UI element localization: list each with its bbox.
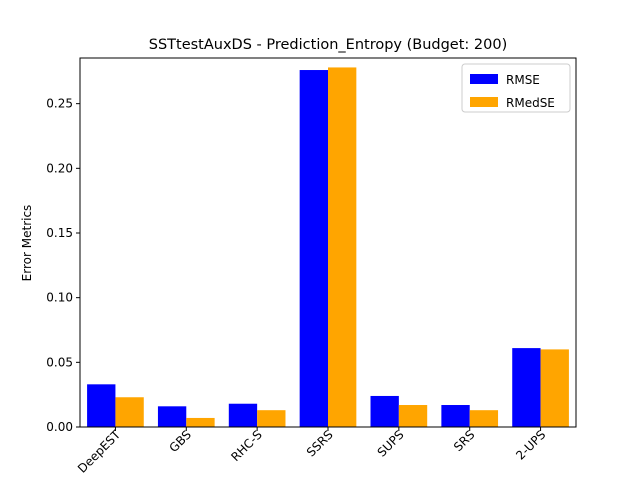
y-tick-label: 0.20: [46, 161, 73, 175]
legend-swatch-rmse: [470, 74, 498, 84]
y-tick-label: 0.25: [46, 97, 73, 111]
bar-rmedse-2-ups: [540, 349, 569, 427]
bar-rmedse-gbs: [186, 417, 215, 427]
chart-title: SSTtestAuxDS - Prediction_Entropy (Budge…: [149, 37, 508, 53]
legend-label-rmse: RMSE: [506, 73, 540, 87]
bar-rmse-ssrs: [299, 70, 328, 427]
bar-rmse-2-ups: [512, 348, 541, 427]
x-tick-label: GBS: [167, 428, 195, 456]
bar-rmse-sups: [370, 395, 399, 427]
legend-swatch-rmedse: [470, 97, 498, 107]
bar-rmse-gbs: [157, 406, 187, 427]
plot-area: 0.00 0.05 0.10 0.15 0.20 0.25 DeepEST GBS RHC-S S…: [46, 57, 577, 476]
bar-rmedse-deepest: [115, 397, 144, 427]
y-tick-label: 0.15: [46, 226, 73, 240]
x-tick-label: DeepEST: [75, 427, 124, 476]
bar-rmse-deepest: [87, 384, 116, 427]
x-tick-label: SSRS: [304, 428, 336, 460]
x-tick-label: 2-UPS: [513, 428, 548, 463]
y-axis-label: Error Metrics: [20, 205, 34, 282]
bar-rmse-srs: [441, 405, 470, 427]
y-tick-label: 0.05: [46, 355, 73, 369]
x-tick-label: SUPS: [375, 428, 407, 460]
bar-rmedse-sups: [398, 405, 428, 427]
x-tick-label: RHC-S: [228, 428, 265, 465]
legend-label-rmedse: RMedSE: [506, 96, 555, 110]
y-tick-label: 0.10: [46, 291, 73, 305]
x-tick-label: SRS: [451, 428, 478, 455]
y-tick-label: 0.00: [46, 420, 73, 434]
bar-rmedse-srs: [469, 410, 499, 427]
bar-rmse-rhc-s: [228, 403, 258, 427]
bar-rmedse-rhc-s: [257, 410, 286, 427]
bar-rmedse-ssrs: [328, 67, 357, 427]
chart-legend: RMSE RMedSE: [461, 63, 571, 113]
